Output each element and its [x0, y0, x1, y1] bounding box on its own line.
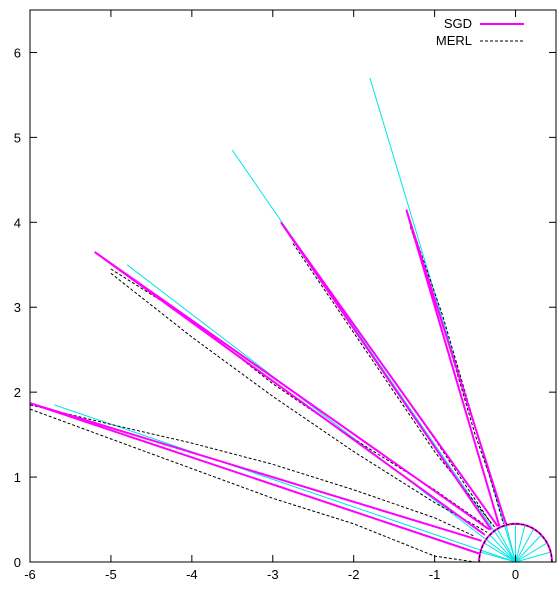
small-lobe-spoke — [505, 524, 517, 563]
x-tick-label: -2 — [348, 567, 360, 582]
sgd-lobe-3 — [280, 221, 499, 531]
x-tick-label: -4 — [186, 567, 198, 582]
merl-lobe-2-lower — [110, 272, 488, 533]
x-tick-label: -6 — [24, 567, 36, 582]
x-tick-label: 0 — [512, 567, 519, 582]
merl-lobe-1-upper — [29, 404, 476, 537]
legend-label-merl: MERL — [436, 33, 472, 48]
plot-frame — [29, 9, 557, 563]
x-tick-label: -3 — [267, 567, 279, 582]
small-lobe-spoke — [480, 551, 516, 563]
reference-lobe-1 — [54, 404, 516, 563]
sgd-lobe-2 — [94, 251, 491, 536]
y-tick-label: 5 — [14, 130, 21, 145]
y-ticks: 0 1 2 3 4 5 6 — [14, 45, 556, 570]
y-tick-label: 1 — [14, 470, 21, 485]
small-lobe-spoke — [489, 534, 516, 563]
y-tick-label: 6 — [14, 45, 21, 60]
y-tick-label: 2 — [14, 385, 21, 400]
sgd-series — [29, 209, 507, 555]
small-lobe-merl — [478, 523, 553, 563]
small-lobe-spoke — [515, 542, 548, 563]
x-tick-label: -1 — [429, 567, 441, 582]
small-lobe-spoke — [515, 551, 551, 563]
small-lobe-spoke — [483, 542, 516, 563]
legend-label-sgd: SGD — [444, 16, 472, 31]
y-tick-label: 0 — [14, 555, 21, 570]
small-lobe-spoke — [515, 524, 526, 563]
x-tick-label: -5 — [105, 567, 117, 582]
small-lobe-spoke — [515, 534, 542, 563]
x-ticks: -6 -5 -4 -3 -2 -1 0 — [24, 10, 519, 582]
legend: SGD MERL — [436, 16, 524, 48]
sgd-lobe-4 — [405, 209, 507, 527]
y-tick-label: 4 — [14, 215, 21, 230]
small-lobe-spoke — [515, 528, 535, 563]
y-tick-label: 3 — [14, 300, 21, 315]
reference-lobe-2 — [126, 264, 516, 563]
small-lobe-spoke — [496, 528, 516, 563]
merl-lobe-4-upper — [409, 222, 504, 524]
